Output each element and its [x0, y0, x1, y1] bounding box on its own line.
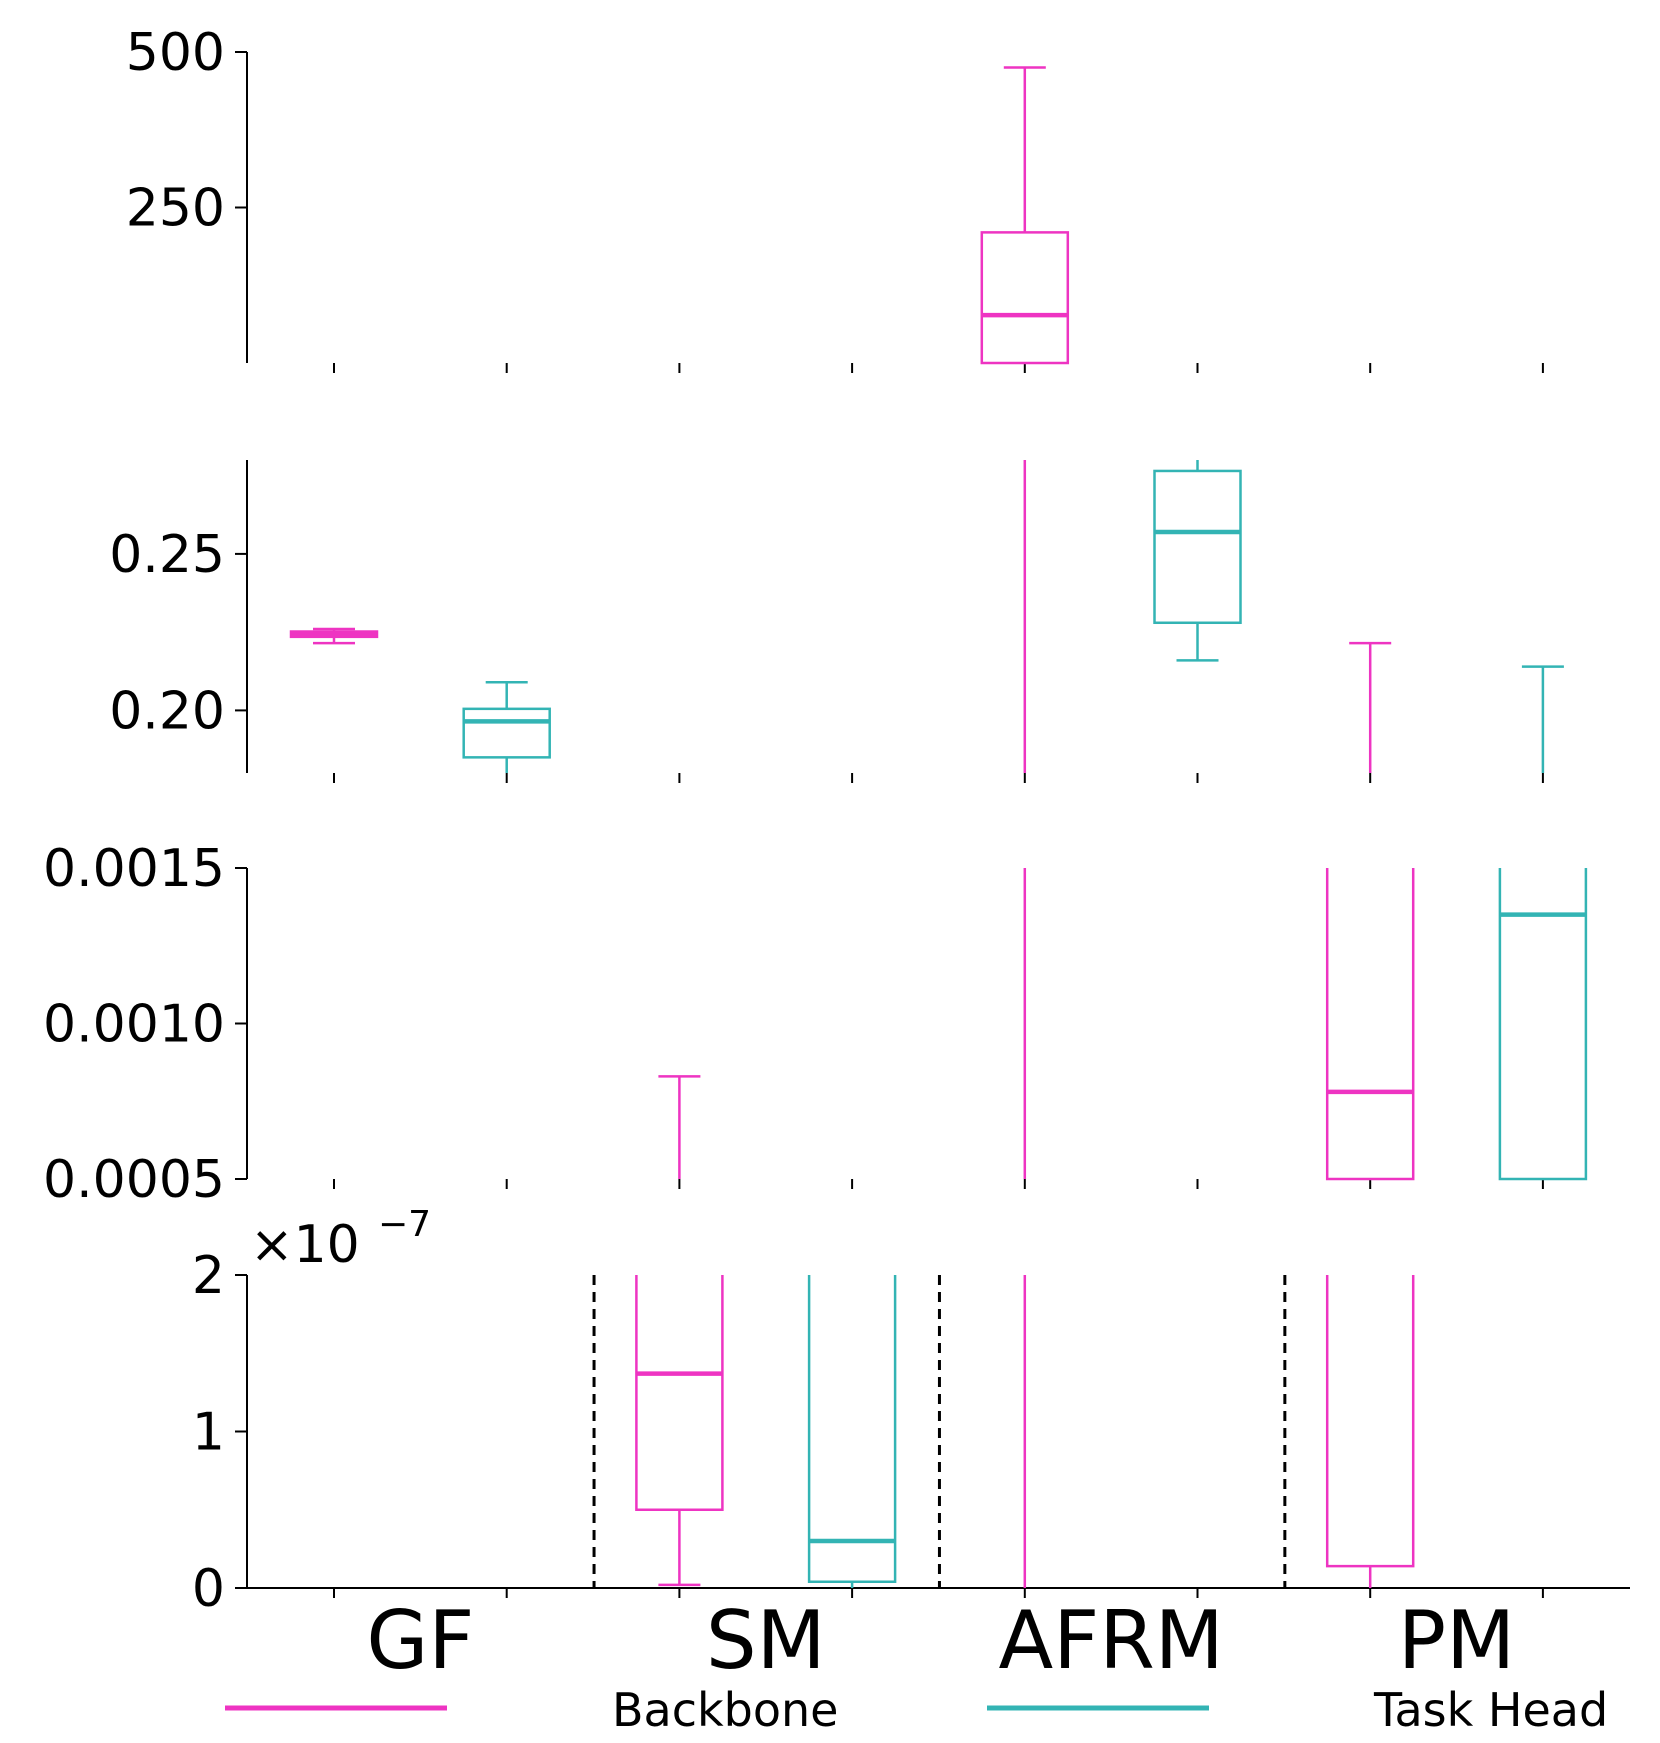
box-body	[462, 707, 551, 759]
box-body	[1153, 469, 1242, 625]
y-tick-label: 1	[192, 1403, 225, 1463]
category-label-gf: GF	[366, 1594, 474, 1687]
y-tick-label: 0.0010	[43, 995, 225, 1055]
box-gf-backbone	[289, 627, 379, 645]
y-tick-label: 0	[192, 1559, 225, 1619]
panel-3: 0.0005 0.0010 0.0015	[43, 839, 1588, 1210]
box-afrm-task-head	[1153, 460, 1242, 662]
box-gf-task-head	[462, 680, 551, 773]
y-tick-label: 500	[126, 23, 225, 83]
box-pm-task-head	[1521, 665, 1564, 773]
box-body	[1325, 868, 1415, 1181]
panel-4: 0 1 2 GF SM AFRM PM ×10 −7	[192, 1204, 1630, 1687]
box-pm-task-head	[1498, 868, 1588, 1181]
y-tick-label: 0.0015	[43, 839, 225, 899]
scale-factor-label: ×10	[250, 1215, 360, 1275]
box-body	[1325, 1275, 1415, 1568]
box-sm-task-head	[807, 1275, 897, 1588]
legend-label-backbone: Backbone	[612, 1683, 838, 1737]
category-label-pm: PM	[1398, 1594, 1515, 1687]
box-sm-backbone	[658, 1075, 701, 1179]
panels: 250 500 0.20 0.25 0.0005 0.0010 0.0015 0 1 2 GF SM A…	[43, 23, 1630, 1687]
legend: Backbone Task Head	[225, 1683, 1608, 1737]
box-pm-backbone	[1349, 641, 1392, 773]
box-body	[635, 1275, 724, 1511]
legend-label-task-head: Task Head	[1373, 1683, 1608, 1737]
panel-2: 0.20 0.25	[109, 460, 1564, 783]
box-pm-backbone	[1325, 1275, 1415, 1588]
category-label-afrm: AFRM	[998, 1594, 1223, 1687]
box-afrm-backbone	[980, 66, 1070, 365]
y-tick-label: 0.25	[109, 525, 225, 585]
box-body	[807, 1275, 897, 1583]
panel-1: 250 500	[126, 23, 1544, 373]
y-tick-label: 0.0005	[43, 1150, 225, 1210]
scale-exponent: −7	[378, 1204, 431, 1245]
y-tick-label: 250	[126, 179, 225, 239]
box-pm-backbone	[1325, 868, 1415, 1181]
category-label-sm: SM	[706, 1594, 826, 1687]
y-tick-label: 2	[192, 1246, 225, 1306]
box-body	[980, 231, 1070, 365]
y-tick-label: 0.20	[109, 681, 225, 741]
box-sm-backbone	[635, 1275, 724, 1587]
box-body	[1498, 868, 1588, 1181]
